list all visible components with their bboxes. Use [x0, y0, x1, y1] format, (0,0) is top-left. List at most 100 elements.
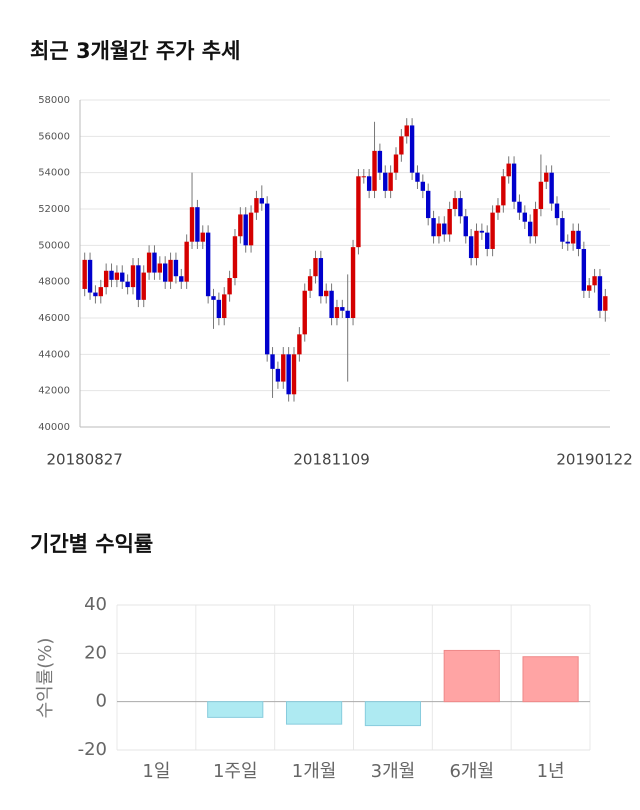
- candle-body: [195, 207, 200, 242]
- bar: [522, 656, 579, 703]
- bar: [443, 649, 500, 703]
- candle-body: [415, 172, 420, 182]
- y-tick-label: 50000: [38, 240, 70, 251]
- candle-body: [297, 334, 302, 355]
- candle-body: [173, 259, 179, 277]
- candle-body: [334, 307, 340, 318]
- candle-body: [377, 150, 383, 173]
- candle-body: [281, 354, 286, 382]
- candle-body: [361, 176, 366, 178]
- x-tick-label: 3개월: [371, 761, 416, 782]
- candle-body: [152, 252, 157, 273]
- candle-body: [270, 354, 275, 369]
- y-tick-label: 54000: [38, 168, 70, 179]
- candle-body: [393, 154, 399, 173]
- candle-body: [146, 252, 152, 273]
- candle-body: [425, 190, 431, 219]
- candle-body: [120, 272, 125, 282]
- candle-body: [383, 172, 388, 191]
- candle-body: [581, 248, 587, 291]
- candle-body: [254, 198, 259, 213]
- candle-body: [474, 230, 479, 259]
- candle-body: [93, 292, 98, 297]
- x-tick-label: 6개월: [449, 761, 494, 782]
- chart-title: 최근 3개월간 주가 추세: [30, 39, 240, 63]
- bar: [207, 701, 264, 718]
- candle-body: [522, 212, 528, 222]
- candle-body: [307, 276, 313, 291]
- candle-body: [420, 181, 426, 191]
- y-axis-label: 수익률(%): [35, 638, 56, 719]
- candle-body: [243, 214, 248, 246]
- candle-body: [517, 201, 522, 213]
- candle-body: [248, 212, 254, 246]
- candle-body: [485, 232, 490, 249]
- y-tick-label: 40: [84, 594, 107, 615]
- candle-body: [356, 176, 361, 248]
- candle-body: [227, 278, 232, 295]
- candle-body: [324, 290, 329, 297]
- candle-body: [409, 125, 415, 173]
- candle-body: [592, 276, 597, 286]
- candle-body: [554, 203, 560, 219]
- candle-body: [130, 265, 136, 288]
- candle-body: [549, 172, 554, 204]
- candle-body: [452, 198, 458, 209]
- candle-body: [318, 258, 324, 297]
- candle-body: [603, 296, 608, 311]
- candle-body: [179, 276, 184, 282]
- candle-body: [141, 272, 146, 300]
- candle-body: [527, 221, 533, 237]
- candle-body: [533, 209, 538, 237]
- y-tick-label: 44000: [38, 349, 70, 360]
- candle-body: [168, 259, 173, 282]
- candle-body: [366, 176, 372, 191]
- candle-body: [597, 276, 603, 311]
- y-tick-label: 0: [96, 691, 107, 712]
- candle-body: [501, 176, 506, 206]
- candle-body: [404, 125, 409, 137]
- candle-body: [495, 205, 501, 213]
- candle-body: [302, 290, 307, 335]
- candle-body: [275, 368, 281, 382]
- candle-body: [587, 285, 592, 291]
- candle-body: [538, 181, 544, 209]
- candle-body: [570, 230, 576, 244]
- candle-body: [189, 207, 195, 242]
- candle-body: [184, 241, 189, 282]
- y-tick-label: 48000: [38, 277, 70, 288]
- candle-body: [313, 258, 318, 277]
- candle-body: [442, 223, 447, 235]
- candle-body: [511, 163, 517, 202]
- candle-body: [222, 294, 227, 318]
- x-tick-label: 20190122: [556, 451, 632, 469]
- candle-body: [436, 223, 442, 237]
- y-tick-label: 56000: [38, 131, 70, 142]
- candle-body: [565, 241, 570, 244]
- candle-body: [447, 209, 452, 235]
- chart-title: 기간별 수익률: [30, 532, 153, 556]
- candle-body: [205, 232, 211, 297]
- candle-body: [238, 214, 243, 237]
- candle-body: [388, 172, 393, 191]
- candle-body: [232, 236, 238, 279]
- candle-body: [479, 230, 485, 233]
- y-tick-label: 46000: [38, 313, 70, 324]
- candle-body: [136, 265, 141, 300]
- candle-body: [431, 218, 436, 237]
- candle-body: [560, 218, 565, 242]
- candle-body: [264, 203, 270, 355]
- y-tick-label: 42000: [38, 386, 70, 397]
- candle-body: [458, 198, 463, 217]
- candle-body: [544, 172, 549, 182]
- candle-body: [114, 272, 120, 280]
- candle-body: [576, 230, 581, 249]
- candle-body: [103, 270, 109, 288]
- y-tick-label: 40000: [38, 422, 70, 433]
- candle-body: [468, 236, 474, 259]
- candle-body: [463, 216, 468, 237]
- candle-body: [350, 247, 356, 318]
- candle-body: [211, 296, 216, 300]
- x-tick-label: 20181109: [293, 451, 369, 469]
